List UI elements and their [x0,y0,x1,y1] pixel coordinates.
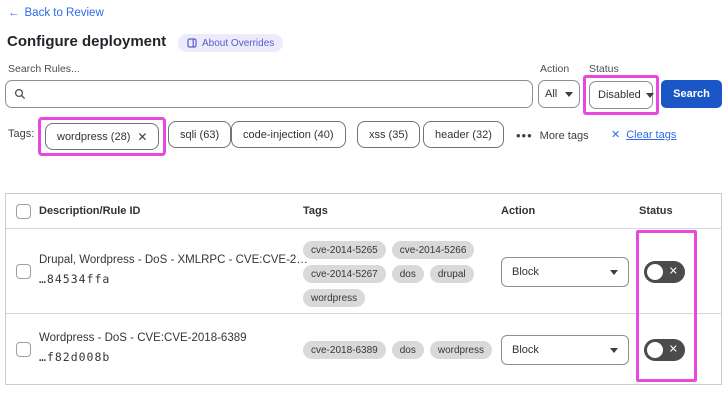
tag-pill-header-label: header (32) [435,128,492,141]
select-all-checkbox[interactable] [16,204,31,219]
rule-tag: cve-2014-5266 [391,241,475,259]
column-header-status: Status [639,205,673,217]
back-link-label: Back to Review [24,7,104,19]
column-header-action: Action [501,205,536,217]
tag-pill-code-injection[interactable]: code-injection (40) [231,121,346,148]
about-overrides-badge[interactable]: About Overrides [178,34,284,52]
remove-tag-icon[interactable]: ✕ [137,129,148,144]
status-toggle[interactable]: ✕ [644,339,685,361]
table-row: Drupal, Wordpress - DoS - XMLRPC - CVE:C… [6,229,721,314]
rule-tag: drupal [429,265,474,283]
selected-tag-highlight: wordpress (28) ✕ [38,117,167,156]
rule-description: Drupal, Wordpress - DoS - XMLRPC - CVE:C… [39,254,308,266]
toggle-knob [647,264,663,280]
back-arrow-icon: ← [8,7,20,19]
status-dropdown-value: Disabled [598,89,641,101]
tag-pill-code-injection-label: code-injection (40) [243,128,334,141]
rule-tag: dos [391,265,424,283]
action-filter-label: Action [540,63,570,75]
rule-tag: cve-2014-5267 [303,265,386,283]
rule-description: Wordpress - DoS - CVE:CVE-2018-6389 [39,332,247,344]
action-dropdown-value: All [545,88,558,100]
column-header-description: Description/Rule ID [39,205,141,217]
tag-pill-wordpress[interactable]: wordpress (28) ✕ [45,123,160,150]
chevron-down-icon [610,269,618,275]
toggle-knob [647,342,663,358]
action-select[interactable]: Block [501,257,629,287]
rule-tag: wordpress [303,289,366,307]
tag-pill-sqli[interactable]: sqli (63) [168,121,232,148]
rule-tags: cve-2018-6389 dos wordpress [303,341,508,359]
search-rules-input-wrap [5,80,533,108]
clear-tags-label: Clear tags [626,128,677,141]
tag-pill-xss[interactable]: xss (35) [357,121,421,148]
rule-id: …f82d008b [39,350,111,364]
status-toggle[interactable]: ✕ [644,261,685,283]
page-title: Configure deployment [7,33,167,50]
column-header-tags: Tags [303,205,328,217]
rule-tag: dos [391,341,424,359]
toggle-x-icon: ✕ [668,343,678,356]
action-select-value: Block [512,266,539,278]
status-dropdown-highlight: Disabled [583,75,659,115]
more-tags-link[interactable]: ••• More tags [516,128,589,143]
rules-table: Description/Rule ID Tags Action Status D… [5,193,722,385]
search-button[interactable]: Search [661,80,722,108]
back-to-review-link[interactable]: ← Back to Review [8,7,104,19]
table-row: Wordpress - DoS - CVE:CVE-2018-6389 …f82… [6,314,721,385]
tag-pill-sqli-label: sqli (63) [180,128,220,141]
ellipsis-icon: ••• [516,128,533,143]
rule-tags: cve-2014-5265 cve-2014-5266 cve-2014-526… [303,241,508,307]
action-select[interactable]: Block [501,335,629,365]
rule-tag: cve-2018-6389 [303,341,386,359]
search-rules-label: Search Rules... [8,63,80,75]
tag-pill-header[interactable]: header (32) [423,121,504,148]
tags-bar-label: Tags: [8,128,35,140]
row-checkbox[interactable] [16,264,31,279]
status-filter-label: Status [589,63,619,75]
about-overrides-label: About Overrides [202,37,275,49]
rule-tag: wordpress [429,341,492,359]
table-header-row: Description/Rule ID Tags Action Status [6,194,721,229]
action-dropdown[interactable]: All [538,80,580,108]
clear-x-icon: ✕ [611,129,621,141]
toggle-x-icon: ✕ [668,265,678,278]
clear-tags-link[interactable]: ✕ Clear tags [611,128,677,142]
book-icon [187,38,197,48]
search-icon [14,88,26,100]
search-rules-input[interactable] [32,88,524,100]
chevron-down-icon [645,92,654,98]
rule-tag: cve-2014-5265 [303,241,386,259]
tag-pill-wordpress-label: wordpress (28) [57,130,131,143]
rule-id: …84534ffa [39,272,111,286]
row-checkbox[interactable] [16,342,31,357]
action-select-value: Block [512,344,539,356]
chevron-down-icon [610,347,618,353]
chevron-down-icon [565,91,573,97]
tag-pill-xss-label: xss (35) [369,128,409,141]
more-tags-label: More tags [539,129,589,142]
status-dropdown[interactable]: Disabled [589,81,654,109]
